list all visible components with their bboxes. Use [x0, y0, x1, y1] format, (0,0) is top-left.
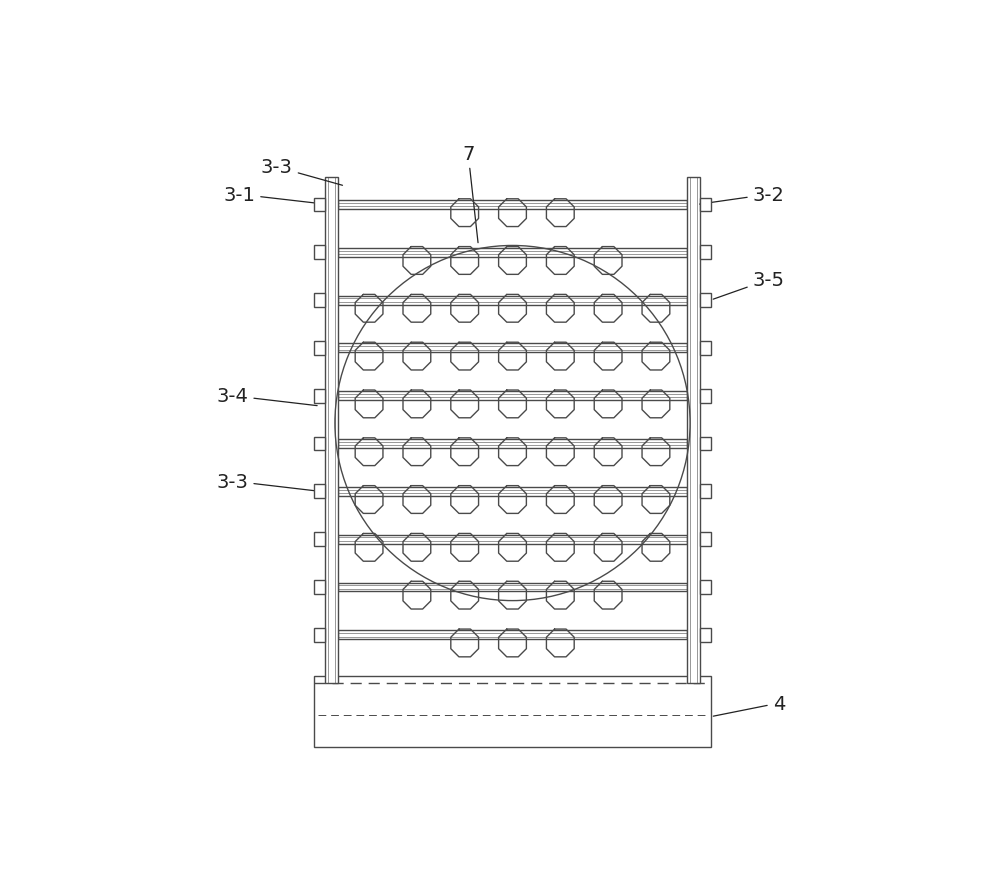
Bar — [314, 676, 711, 748]
Bar — [314, 246, 325, 260]
Text: 3-3: 3-3 — [261, 159, 342, 186]
Bar — [700, 580, 711, 595]
Bar — [700, 246, 711, 260]
Text: 3-1: 3-1 — [223, 185, 325, 205]
Bar — [700, 628, 711, 641]
Bar — [314, 485, 325, 499]
Text: 7: 7 — [462, 144, 478, 244]
Bar — [338, 583, 687, 592]
Bar — [338, 392, 687, 400]
Bar — [314, 628, 325, 641]
Bar — [700, 294, 711, 307]
Bar — [338, 439, 687, 448]
Bar — [314, 390, 325, 403]
Bar — [338, 249, 687, 258]
Text: 4: 4 — [713, 694, 785, 717]
Bar — [338, 535, 687, 544]
Bar — [700, 437, 711, 451]
Bar — [314, 532, 325, 547]
Bar — [314, 294, 325, 307]
Bar — [325, 178, 338, 683]
Bar — [338, 201, 687, 210]
Text: 3-4: 3-4 — [217, 387, 317, 406]
Bar — [338, 344, 687, 353]
Bar — [314, 580, 325, 595]
Bar — [700, 485, 711, 499]
Bar — [314, 198, 325, 212]
Bar — [338, 631, 687, 640]
Text: 3-2: 3-2 — [700, 185, 785, 205]
Text: 3-3: 3-3 — [217, 472, 317, 492]
Bar — [314, 342, 325, 355]
Bar — [700, 342, 711, 355]
Bar — [314, 437, 325, 451]
Bar — [700, 390, 711, 403]
Bar — [338, 296, 687, 305]
Bar — [700, 198, 711, 212]
Text: 3-5: 3-5 — [713, 271, 785, 299]
Bar — [338, 487, 687, 496]
Bar — [687, 178, 700, 683]
Bar — [700, 532, 711, 547]
